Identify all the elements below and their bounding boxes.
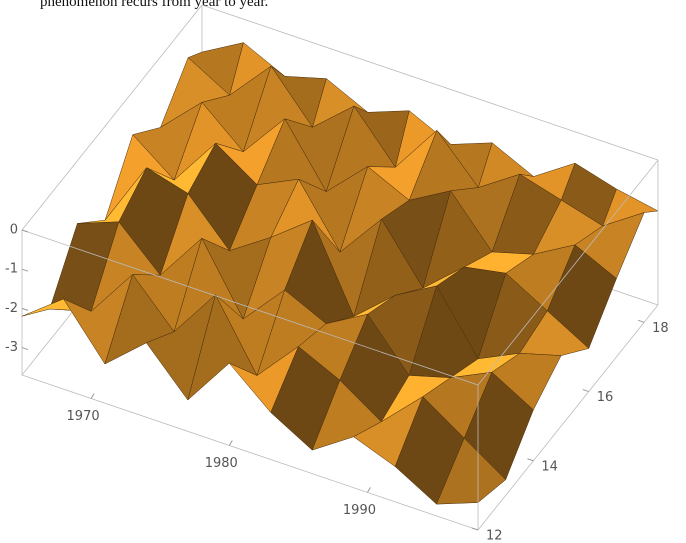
z-tick <box>22 230 28 232</box>
z-tick <box>22 308 28 310</box>
z-tick <box>22 269 28 271</box>
z-tick-label: 0 <box>10 223 18 238</box>
x-tick-label: 1970 <box>67 409 100 424</box>
surface <box>22 43 658 505</box>
x-tick-label: 1980 <box>205 456 238 471</box>
y-tick <box>527 459 533 461</box>
x-tick <box>91 393 94 398</box>
x-tick-label: 1990 <box>343 503 376 518</box>
y-tick <box>638 320 644 322</box>
y-tick-label: 14 <box>541 459 558 474</box>
y-tick-label: 12 <box>486 529 503 543</box>
y-tick <box>583 390 589 392</box>
y-tick-label: 16 <box>597 390 614 405</box>
z-tick-label: -1 <box>5 262 18 277</box>
z-tick-label: -2 <box>5 301 18 316</box>
z-tick <box>22 348 28 350</box>
y-tick <box>472 528 478 530</box>
x-tick <box>367 487 370 492</box>
caption: phenomenon recurs from year to year. <box>40 0 268 10</box>
z-tick-label: -3 <box>5 340 18 355</box>
y-tick-label: 18 <box>652 321 669 336</box>
chart: phenomenon recurs from year to year. 0 -1… <box>0 0 686 543</box>
x-tick <box>229 440 232 445</box>
page: {"chart_data": {"type": "surface3d", "ca… <box>0 0 686 543</box>
